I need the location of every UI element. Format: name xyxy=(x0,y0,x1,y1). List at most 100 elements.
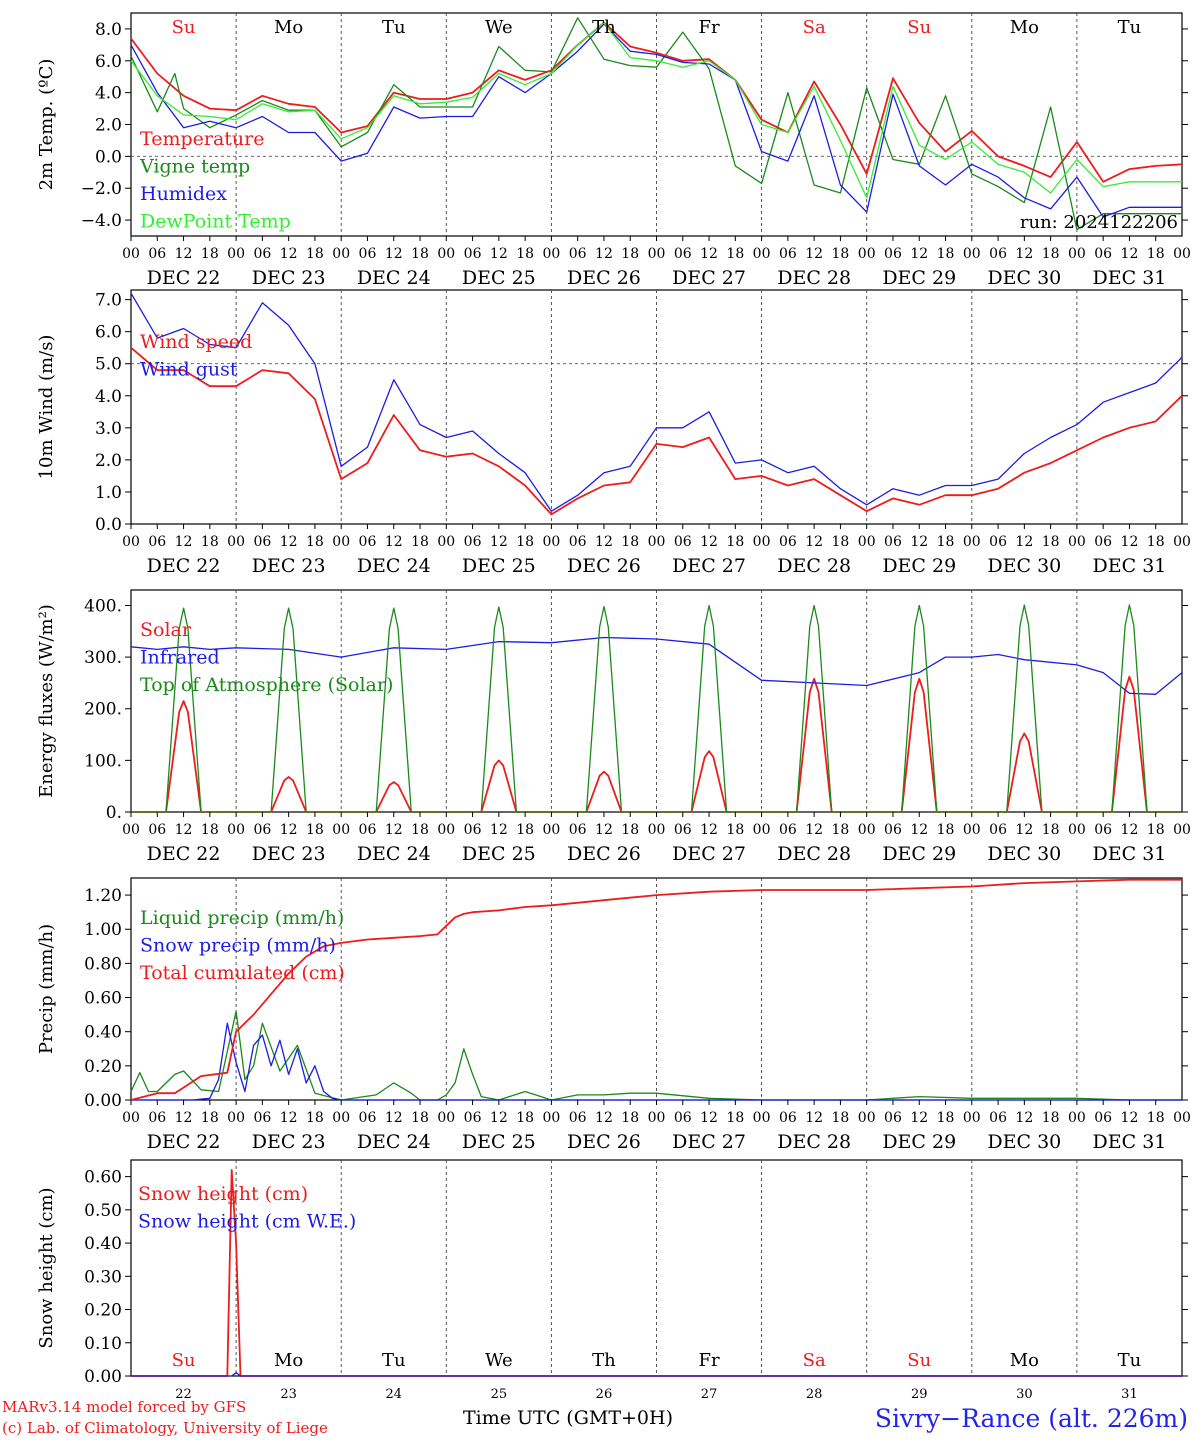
x-tick-label: 06 xyxy=(674,1110,692,1126)
legend-entry: Top of Atmosphere (Solar) xyxy=(140,674,393,696)
x-tick-label: 12 xyxy=(280,1110,298,1126)
day-number-label: 24 xyxy=(385,1387,402,1402)
x-tick-label: 00 xyxy=(332,534,350,550)
date-label: DEC 24 xyxy=(357,267,431,289)
x-tick-label: 00 xyxy=(437,246,455,262)
legend-entry: Temperature xyxy=(140,128,264,150)
x-tick-label: 00 xyxy=(437,534,455,550)
x-tick-label: 18 xyxy=(937,1110,955,1126)
date-label: DEC 22 xyxy=(147,843,221,865)
date-label: DEC 27 xyxy=(672,843,746,865)
x-tick-label: 12 xyxy=(595,822,613,838)
x-tick-label: 18 xyxy=(726,822,744,838)
x-tick-label: 06 xyxy=(359,246,377,262)
x-tick-label: 00 xyxy=(542,246,560,262)
x-tick-label: 06 xyxy=(779,246,797,262)
x-tick-label: 12 xyxy=(175,246,193,262)
date-label: DEC 31 xyxy=(1093,555,1167,577)
x-tick-label: 12 xyxy=(910,1110,928,1126)
y-tick-label: 0.30 xyxy=(84,1267,122,1287)
x-tick-label: 18 xyxy=(1042,534,1060,550)
series-line-solar xyxy=(131,675,1182,813)
series-line-total-cumulated-cm- xyxy=(130,878,1182,1101)
date-label: DEC 25 xyxy=(462,1131,536,1153)
date-label: DEC 24 xyxy=(357,843,431,865)
y-tick-label: 0. xyxy=(106,803,122,823)
station-name: Sivry−Rance (alt. 226m) xyxy=(875,1404,1188,1433)
x-tick-label: 18 xyxy=(516,822,534,838)
x-tick-label: 12 xyxy=(1121,1110,1139,1126)
x-tick-label: 12 xyxy=(1015,534,1033,550)
x-tick-label: 06 xyxy=(359,534,377,550)
x-tick-label: 00 xyxy=(648,246,666,262)
x-tick-label: 06 xyxy=(359,822,377,838)
y-tick-label: 4.0 xyxy=(95,387,122,407)
x-tick-label: 00 xyxy=(437,1110,455,1126)
y-tick-label: 1.20 xyxy=(84,886,122,906)
x-tick-label: 18 xyxy=(306,246,324,262)
x-tick-label: 00 xyxy=(332,246,350,262)
x-tick-label: 00 xyxy=(753,822,771,838)
series-line-top-of-atmosphere-solar- xyxy=(131,604,1182,813)
date-label: DEC 29 xyxy=(882,1131,956,1153)
day-number-label: 28 xyxy=(806,1387,823,1402)
legend-entry: Infrared xyxy=(140,647,220,669)
x-tick-label: 18 xyxy=(621,1110,639,1126)
day-label: Sa xyxy=(803,1350,826,1371)
x-tick-label: 06 xyxy=(884,822,902,838)
day-label: Th xyxy=(592,1350,616,1371)
y-tick-label: 0.00 xyxy=(84,1091,122,1111)
y-tick-label: 0.80 xyxy=(84,954,122,974)
y-axis-label: 10m Wind (m/s) xyxy=(36,335,57,480)
y-tick-label: 3.0 xyxy=(95,419,122,439)
x-tick-label: 00 xyxy=(1068,534,1086,550)
x-tick-label: 12 xyxy=(595,1110,613,1126)
y-tick-label: 0.20 xyxy=(84,1301,122,1321)
date-label: DEC 29 xyxy=(882,267,956,289)
x-tick-label: 18 xyxy=(1042,246,1060,262)
x-tick-label: 12 xyxy=(1121,534,1139,550)
day-number-label: 23 xyxy=(280,1387,297,1402)
date-label: DEC 28 xyxy=(777,267,851,289)
x-tick-label: 12 xyxy=(385,1110,403,1126)
legend-entry: Snow precip (mm/h) xyxy=(140,935,336,957)
x-tick-label: 06 xyxy=(1094,534,1112,550)
y-tick-label: 100. xyxy=(84,751,122,771)
x-tick-label: 12 xyxy=(910,246,928,262)
x-tick-label: 06 xyxy=(464,534,482,550)
y-tick-label: 0.40 xyxy=(84,1023,122,1043)
x-tick-label: 12 xyxy=(700,822,718,838)
series-line-dewpoint-temp xyxy=(130,21,1182,199)
x-tick-label: 06 xyxy=(779,534,797,550)
y-tick-label: 0.20 xyxy=(84,1057,122,1077)
date-label: DEC 22 xyxy=(147,1131,221,1153)
x-tick-label: 06 xyxy=(779,1110,797,1126)
legend-entry: Snow height (cm) xyxy=(138,1183,308,1205)
date-label: DEC 30 xyxy=(987,555,1061,577)
x-tick-label: 06 xyxy=(569,534,587,550)
day-label: Tu xyxy=(382,17,406,38)
x-tick-label: 06 xyxy=(464,1110,482,1126)
x-tick-label: 12 xyxy=(280,822,298,838)
x-tick-label: 00 xyxy=(858,1110,876,1126)
x-tick-label: 12 xyxy=(385,822,403,838)
x-tick-label: 00 xyxy=(227,1110,245,1126)
x-tick-label: 18 xyxy=(516,1110,534,1126)
day-label: Fr xyxy=(699,17,720,38)
x-tick-label: 00 xyxy=(227,822,245,838)
panel-2: 10m Wind (m/s) 7.0 6.0 5.0 4.0 3.0 2.0 1.0 0.0 Wi… xyxy=(36,289,1191,577)
day-label: Tu xyxy=(1118,1350,1142,1371)
footer: MARv3.14 model forced by GFS (c) Lab. of… xyxy=(2,1398,1188,1437)
panel-5: Snow height (cm) 0.60 0.50 0.40 0.30 0.20 0.10… xyxy=(36,1159,1188,1402)
x-tick-label: 12 xyxy=(280,246,298,262)
x-tick-label: 00 xyxy=(648,822,666,838)
date-label: DEC 26 xyxy=(567,843,641,865)
day-label: Fr xyxy=(699,1350,720,1371)
x-tick-label: 00 xyxy=(963,822,981,838)
y-tick-label: 5.0 xyxy=(95,355,122,375)
x-tick-label: 06 xyxy=(674,246,692,262)
date-label: DEC 23 xyxy=(252,1131,326,1153)
x-tick-label: 00 xyxy=(122,1110,140,1126)
date-label: DEC 27 xyxy=(672,1131,746,1153)
x-tick-label: 06 xyxy=(989,822,1007,838)
